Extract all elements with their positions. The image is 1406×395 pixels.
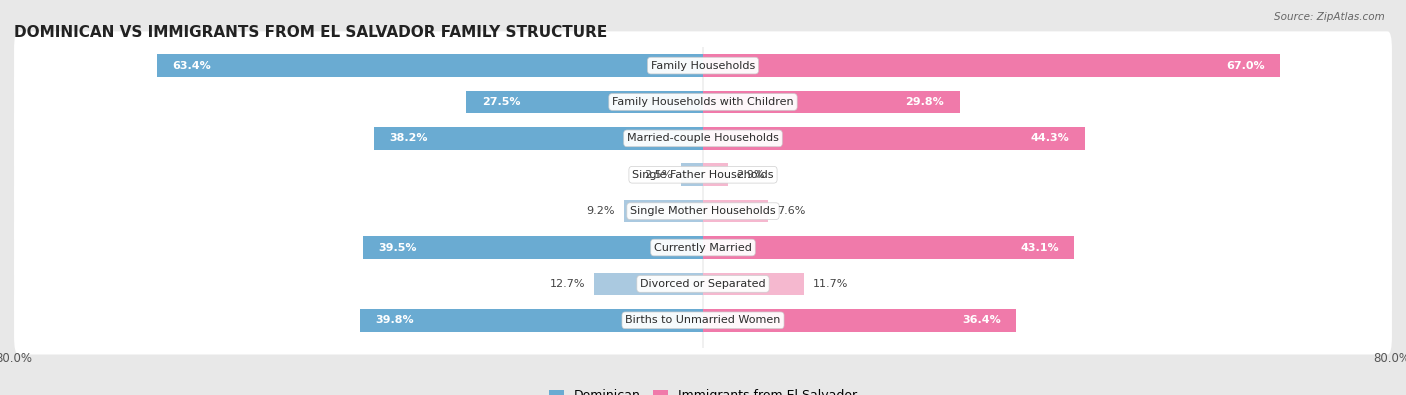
Text: Married-couple Households: Married-couple Households [627,134,779,143]
Text: 39.8%: 39.8% [375,315,415,325]
Text: Single Mother Households: Single Mother Households [630,206,776,216]
FancyBboxPatch shape [14,68,1392,136]
Bar [703,236,1074,259]
Bar [157,55,703,77]
Text: DOMINICAN VS IMMIGRANTS FROM EL SALVADOR FAMILY STRUCTURE: DOMINICAN VS IMMIGRANTS FROM EL SALVADOR… [14,25,607,40]
Bar [682,164,703,186]
Bar [374,127,703,150]
Bar [703,127,1084,150]
FancyBboxPatch shape [14,286,1392,355]
Bar [703,273,804,295]
FancyBboxPatch shape [14,250,1392,318]
Text: Family Households with Children: Family Households with Children [612,97,794,107]
Bar [624,200,703,222]
Bar [593,273,703,295]
Text: 36.4%: 36.4% [962,315,1001,325]
Text: 9.2%: 9.2% [586,206,616,216]
Text: 2.9%: 2.9% [737,170,765,180]
Text: 11.7%: 11.7% [813,279,848,289]
Text: Source: ZipAtlas.com: Source: ZipAtlas.com [1274,12,1385,22]
Text: 29.8%: 29.8% [905,97,945,107]
Text: 12.7%: 12.7% [550,279,585,289]
Text: Currently Married: Currently Married [654,243,752,252]
Text: Family Households: Family Households [651,60,755,71]
Text: 39.5%: 39.5% [378,243,416,252]
Bar [360,309,703,331]
FancyBboxPatch shape [14,141,1392,209]
Text: Divorced or Separated: Divorced or Separated [640,279,766,289]
Bar [703,55,1279,77]
Text: 2.5%: 2.5% [644,170,673,180]
Text: 7.6%: 7.6% [778,206,806,216]
FancyBboxPatch shape [14,104,1392,173]
Bar [363,236,703,259]
Text: 38.2%: 38.2% [389,134,427,143]
Bar [703,309,1017,331]
Text: Births to Unmarried Women: Births to Unmarried Women [626,315,780,325]
Text: 27.5%: 27.5% [482,97,520,107]
Bar [467,91,703,113]
FancyBboxPatch shape [14,177,1392,245]
Bar [703,164,728,186]
Legend: Dominican, Immigrants from El Salvador: Dominican, Immigrants from El Salvador [544,384,862,395]
FancyBboxPatch shape [14,31,1392,100]
Text: 43.1%: 43.1% [1019,243,1059,252]
Text: 63.4%: 63.4% [173,60,211,71]
Text: 67.0%: 67.0% [1226,60,1264,71]
Text: 44.3%: 44.3% [1031,134,1069,143]
Bar [703,200,769,222]
FancyBboxPatch shape [14,213,1392,282]
Bar [703,91,960,113]
Text: Single Father Households: Single Father Households [633,170,773,180]
